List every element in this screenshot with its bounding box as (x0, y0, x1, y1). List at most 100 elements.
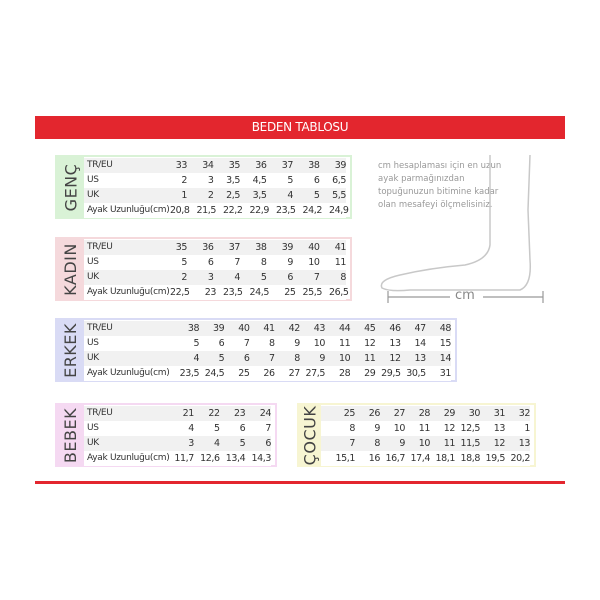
row-label: UK (87, 353, 99, 363)
size-cell: 9 (374, 423, 380, 434)
row-label: TR/EU (87, 242, 113, 252)
size-cell: 20,2 (510, 453, 530, 464)
size-cell: 2 (181, 272, 187, 283)
size-cell: 31 (493, 408, 506, 419)
size-cell: 19,5 (485, 453, 505, 464)
size-cell: 37 (228, 242, 241, 253)
size-cell: 5 (313, 190, 320, 201)
size-cell: 2 (207, 190, 214, 201)
size-cell: 30 (468, 408, 481, 419)
table-row: TR/EU 33 34 35 36 37 38 39 (84, 158, 346, 173)
size-cell: 4 (193, 353, 200, 364)
size-cell: 9 (287, 257, 293, 268)
size-cell: 12 (364, 338, 376, 349)
size-cell: 43 (313, 323, 326, 334)
size-cell: 17,4 (410, 453, 430, 464)
size-cell: 39 (334, 160, 347, 171)
size-cell: 12,5 (460, 423, 480, 434)
row-label: UK (87, 190, 99, 200)
size-cell: 40 (238, 323, 250, 334)
size-cell: 35 (175, 242, 188, 253)
size-cell: 6 (218, 338, 225, 349)
size-cell: 30,5 (406, 368, 426, 379)
row-label: UK (87, 272, 99, 282)
size-cell: 5 (260, 272, 267, 283)
size-cell: 1 (524, 423, 530, 434)
size-cell: 6 (243, 353, 250, 364)
table-bebek: BEBEK TR/EU 21 22 23 24 US 4 5 6 7 UK 3 4 5 6 Ayak Uzunl… (55, 403, 277, 467)
table-row: TR/EU 21 22 23 24 (84, 406, 271, 421)
size-cell: 7 (234, 257, 240, 268)
table-row: UK 2 3 4 5 6 7 8 (84, 270, 346, 285)
size-cell: 13,4 (225, 453, 246, 464)
size-cell: 25 (343, 408, 356, 419)
size-cell: 10 (308, 257, 320, 268)
size-cell: 25 (284, 287, 296, 298)
size-cell: 5 (218, 353, 225, 364)
size-cell: 36 (255, 160, 267, 171)
table-genc: GENÇ TR/EU 33 34 35 36 37 38 39 US 2 3 3,5 4,5 5 6 6,5 UK… (55, 155, 352, 219)
size-cell: 12 (389, 353, 401, 364)
title-banner: BEDEN TABLOSU (35, 116, 565, 139)
table-row: UK 1 2 2,5 3,5 4 5 5,5 (84, 188, 346, 203)
size-cell: 5 (213, 423, 220, 434)
size-cell: 12 (493, 438, 506, 449)
size-cell: 6 (287, 272, 293, 283)
size-cell: 41 (263, 323, 275, 334)
size-cell: 26 (368, 408, 381, 419)
cm-label: cm (455, 288, 475, 303)
size-cell: 23 (234, 408, 246, 419)
size-cell: 23 (204, 287, 217, 298)
size-cell: 34 (202, 160, 214, 171)
size-cell: 2,5 (226, 190, 240, 201)
size-cell: 7 (269, 353, 275, 364)
size-cell: 4 (287, 190, 293, 201)
size-cell: 11 (334, 257, 347, 268)
size-cell: 36 (202, 242, 214, 253)
measurement-note: cm hesaplaması için en uzun ayak parmağı… (378, 161, 502, 210)
size-cell: 4 (213, 438, 220, 449)
size-cell: 9 (319, 353, 326, 364)
size-cell: 5 (239, 438, 246, 449)
category-label: GENÇ (57, 157, 84, 217)
size-cell: 27,5 (305, 368, 326, 379)
size-rows: TR/EU 35 36 37 38 39 40 41 US 5 6 7 8 9 10 11 UK 2 3 4 5 6 7 8 A… (84, 240, 349, 300)
row-label: Ayak Uzunluğu(cm) (87, 287, 170, 297)
bottom-divider (35, 481, 565, 484)
size-cell: 6,5 (332, 175, 346, 186)
category-label-text: ERKEK (61, 322, 81, 378)
size-cell: 7 (265, 423, 271, 434)
size-cell: 40 (308, 242, 320, 253)
size-cell: 7 (243, 338, 250, 349)
size-cell: 26,5 (328, 287, 349, 298)
size-cell: 14 (414, 338, 427, 349)
size-cell: 14 (439, 353, 452, 364)
size-cell: 23,5 (179, 368, 200, 379)
size-cell: 8 (294, 353, 300, 364)
table-row: Ayak Uzunluğu(cm) 11,7 12,6 13,4 14,3 (84, 451, 271, 466)
size-cell: 4 (234, 272, 240, 283)
size-cell: 48 (439, 323, 452, 334)
size-cell: 8 (340, 272, 346, 283)
table-erkek: ERKEK TR/EU 38 39 40 41 42 43 44 45 46 47 48 US 5 6 7 8 9 1… (55, 318, 457, 382)
size-cell: 23,5 (275, 205, 296, 216)
size-cell: 39 (213, 323, 225, 334)
category-label: ÇOCUK (299, 405, 321, 465)
size-cell: 8 (269, 338, 275, 349)
size-cell: 15 (439, 338, 452, 349)
size-cell: 10 (418, 438, 431, 449)
size-cell: 16,7 (385, 453, 405, 464)
size-cell: 28 (338, 368, 351, 379)
row-label: US (87, 423, 99, 433)
size-cell: 15,1 (335, 453, 355, 464)
size-cell: 13 (414, 353, 427, 364)
table-row: US 2 3 3,5 4,5 5 6 6,5 (84, 173, 346, 188)
row-label: US (87, 338, 99, 348)
table-row: TR/EU 38 39 40 41 42 43 44 45 46 47 48 (84, 321, 451, 336)
size-cell: 12 (443, 423, 456, 434)
size-cell: 39 (281, 242, 294, 253)
size-cell: 5,5 (332, 190, 346, 201)
table-cocuk: ÇOCUK 25 26 27 28 29 30 31 32 8 9 10 11 12 12,5 13 1 7 8 9 1… (297, 403, 536, 467)
size-cell: 9 (399, 438, 405, 449)
